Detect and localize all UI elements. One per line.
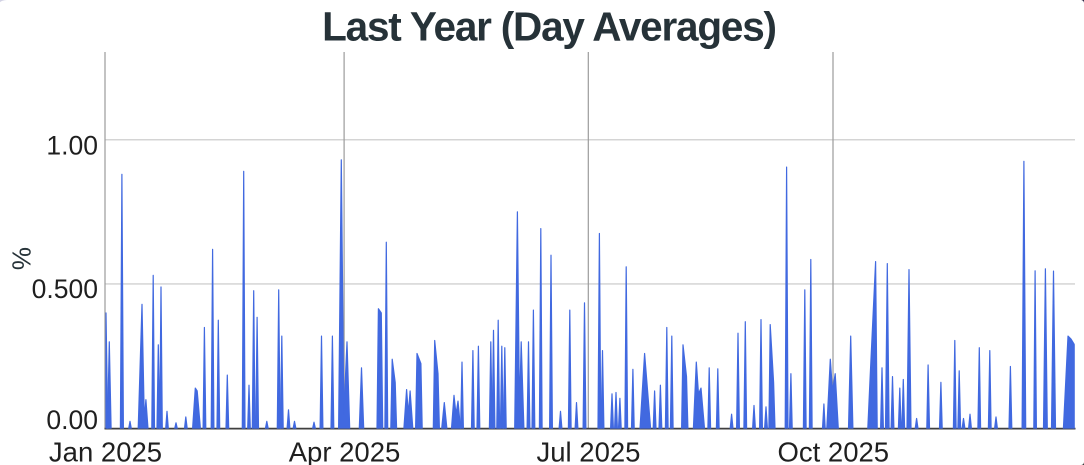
- svg-text:Oct 2025: Oct 2025: [777, 436, 889, 465]
- svg-text:Last Year (Day Averages): Last Year (Day Averages): [322, 3, 776, 49]
- svg-text:Jul 2025: Jul 2025: [537, 436, 641, 465]
- svg-text:0.00: 0.00: [46, 405, 98, 435]
- svg-text:Apr 2025: Apr 2025: [289, 436, 401, 465]
- svg-text:0.500: 0.500: [32, 274, 98, 304]
- svg-text:%: %: [7, 247, 37, 270]
- svg-text:1.00: 1.00: [46, 130, 98, 160]
- svg-text:Jan 2025: Jan 2025: [49, 436, 162, 465]
